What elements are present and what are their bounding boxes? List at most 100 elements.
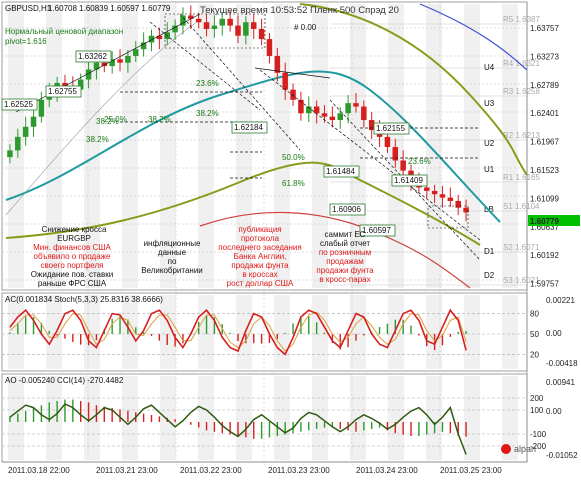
cci-panel: 200 100 -100 -200 0.00941 0.00 -0.01052 <box>2 378 578 460</box>
range-box <box>164 13 266 49</box>
candle-body <box>392 147 399 161</box>
price-label-box <box>1 98 38 111</box>
price-tick-label: 1.60192 <box>530 251 559 260</box>
cci-level-label: -200 <box>530 442 547 451</box>
fib-label: 23.6% <box>196 79 219 88</box>
session-stripe <box>502 295 518 369</box>
channel-label: U1 <box>484 165 495 174</box>
price-label-box <box>231 121 268 134</box>
annotation-eu-summit: саммит ЕС слабый отчет по розничным прод… <box>316 230 374 284</box>
price-label-box <box>373 122 410 135</box>
cci-line <box>9 403 467 455</box>
pivot-label: R1 1.6165 <box>503 173 540 182</box>
price-label-text: 1.60906 <box>332 205 361 214</box>
annotation-inflation: инфляционные данные по Великобритании <box>141 239 203 275</box>
pivot-label: R4 1.6321 <box>503 59 540 68</box>
time-axis: 2011.03.18 22:00 2011.03.21 23:00 2011.03.… <box>2 461 527 475</box>
stoch-right-label: 0.00221 <box>546 296 575 305</box>
time-tick-label: 2011.03.25 23:00 <box>440 466 502 475</box>
pivot-label: S1 1.6104 <box>503 202 540 211</box>
candle-body <box>274 55 281 73</box>
session-stripe <box>350 295 366 369</box>
alpari-logo-icon <box>501 444 511 454</box>
annotation-eurgbp: Снижение кросса EURGBP Мин. финансов США… <box>31 225 113 288</box>
current-price-label: 1.60779 <box>530 217 559 226</box>
candle-body <box>329 116 336 121</box>
stoch-panel-frame <box>1 292 528 372</box>
candle-body <box>195 18 202 23</box>
candle-body <box>290 89 296 100</box>
time-tick-label: 2011.03.23 23:00 <box>268 466 330 475</box>
extra-label: # 0.00 <box>294 23 317 32</box>
annotation-summit-line1: саммит ЕС <box>325 230 366 239</box>
time-tick-label: 2011.03.24 23:00 <box>356 466 418 475</box>
session-stripe <box>160 376 176 460</box>
trend-line <box>329 99 481 261</box>
server-info: Текущее время 10:53:52 Пленк 500 Спрэд 2… <box>200 5 399 16</box>
session-stripe <box>46 376 62 460</box>
candle-body <box>361 106 367 121</box>
cci-level-label: 100 <box>530 406 544 415</box>
stoch-right-label: -0.00418 <box>546 359 578 368</box>
cci-right-label: -0.01052 <box>546 451 578 460</box>
annotation-summit-line6: в кросс-парах <box>319 275 370 284</box>
price-label-box <box>45 85 82 98</box>
price-label-text: 1.60597 <box>362 226 391 235</box>
annotation-summit-line5: продажи фунта <box>316 266 374 275</box>
price-tick-label: 1.62789 <box>530 81 559 90</box>
price-label-box <box>75 50 112 63</box>
range-caption: Нормальный ценовой диапазон <box>5 27 123 36</box>
channel-label: U3 <box>484 99 495 108</box>
annotation-treasury-line2: объявило о продаже <box>34 252 111 261</box>
stoch-level-label: 50 <box>530 330 539 339</box>
price-tick-label: 1.61967 <box>530 138 559 147</box>
stoch-level-label: 80 <box>530 310 539 319</box>
annotation-rate-line2: раньше ФРС США <box>38 279 107 288</box>
price-labels: 1.62525 1.62755 1.63262 1.62184 1.61484 1.614… <box>1 13 469 237</box>
trend-line <box>179 13 301 151</box>
fib-label: 38.2% <box>86 135 109 144</box>
candle-body <box>117 59 123 63</box>
candle-body <box>156 35 163 40</box>
blue-ma-line <box>419 3 528 71</box>
fib-label: 25.0% <box>104 115 127 124</box>
pivot-label: S3 1.6021 <box>503 276 540 285</box>
annotation-eurgbp-line2: EURGBP <box>57 234 91 243</box>
session-stripe <box>46 295 62 369</box>
session-stripe <box>502 376 518 460</box>
session-stripe <box>8 295 24 369</box>
session-stripe <box>464 376 480 460</box>
candle-body <box>368 120 375 131</box>
price-tick-label: 1.61523 <box>530 166 559 175</box>
annotation-summit-line3: по розничным <box>319 248 371 257</box>
annotation-summit-line4: продажам <box>326 257 363 266</box>
header-symbol: GBPUSD,H1 <box>5 4 52 13</box>
price-tick-label: 1.59757 <box>530 280 559 289</box>
price-label-text: 1.62155 <box>376 124 405 133</box>
range-box <box>427 205 469 229</box>
cci-title: AO -0.005240 CCI(14) -270.4482 <box>5 376 124 385</box>
session-stripe <box>236 4 252 288</box>
candle-body <box>282 72 288 90</box>
candle-body <box>447 197 454 201</box>
candle-body <box>30 116 37 127</box>
candle-body <box>148 35 155 43</box>
candle-body <box>125 55 131 63</box>
candle-body <box>15 136 21 151</box>
annotation-inflation-line3: по <box>168 257 177 266</box>
candle-body <box>227 18 233 26</box>
candle-body <box>345 103 351 114</box>
cci-level-label: -100 <box>530 430 547 439</box>
session-stripe <box>388 376 404 460</box>
time-tick-label: 2011.03.22 23:00 <box>180 466 242 475</box>
candle-body <box>321 113 328 117</box>
session-stripe <box>8 376 24 460</box>
price-tick-label: 1.62401 <box>530 109 559 118</box>
olive-upper-band-line <box>299 3 528 176</box>
candle-body <box>298 99 304 114</box>
annotation-rate-line1: Ожидание пов. ставки <box>31 270 113 279</box>
session-stripe <box>46 4 62 288</box>
header-ohlc: 1.60708 1.60839 1.60597 1.60779 <box>48 4 171 13</box>
